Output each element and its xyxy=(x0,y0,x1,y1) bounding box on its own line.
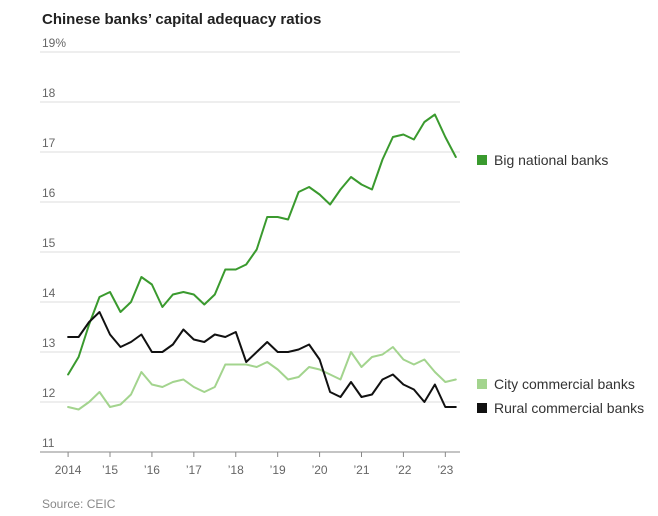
y-tick-label: 17 xyxy=(42,136,56,150)
x-tick-label: ’23 xyxy=(437,463,453,477)
y-tick-label: 18 xyxy=(42,86,56,100)
legend: Big national banks City commercial banks R… xyxy=(477,152,644,416)
x-tick-label: ’16 xyxy=(144,463,160,477)
y-tick-label: 15 xyxy=(42,236,56,250)
y-tick-label: 14 xyxy=(42,286,56,300)
series-lines xyxy=(67,113,457,411)
legend-swatch-big-national-banks xyxy=(477,155,487,165)
legend-label-big-national-banks: Big national banks xyxy=(494,152,608,168)
chart-title: Chinese banks’ capital adequacy ratios xyxy=(42,11,321,28)
series-line-city-commercial-banks xyxy=(67,346,457,411)
y-tick-label: 11 xyxy=(42,436,55,450)
x-tick-label: ’22 xyxy=(395,463,411,477)
legend-label-city-commercial-banks: City commercial banks xyxy=(494,376,635,392)
x-tick-label: ’20 xyxy=(312,463,328,477)
y-tick-label: 19% xyxy=(42,36,66,50)
x-tick-label: ’15 xyxy=(102,463,118,477)
y-tick-label: 12 xyxy=(42,386,56,400)
gridlines xyxy=(40,51,460,453)
y-axis: 19% 18 17 16 15 14 13 12 11 xyxy=(42,36,66,450)
legend-swatch-rural-commercial-banks xyxy=(477,403,487,413)
y-tick-label: 16 xyxy=(42,186,56,200)
x-tick-label: ’21 xyxy=(353,463,369,477)
source-note: Source: CEIC xyxy=(42,497,116,511)
series-line-rural-commercial-banks xyxy=(67,311,457,408)
y-tick-label: 13 xyxy=(42,336,56,350)
x-tick-label: ’17 xyxy=(186,463,202,477)
legend-label-rural-commercial-banks: Rural commercial banks xyxy=(494,400,644,416)
x-tick-label: ’18 xyxy=(228,463,244,477)
legend-swatch-city-commercial-banks xyxy=(477,379,487,389)
series-line-big-national-banks xyxy=(67,113,457,376)
x-axis: 2014 ’15 ’16 ’17 ’18 ’19 ’20 ’21 ’22 ’23 xyxy=(55,452,454,477)
x-tick-label: 2014 xyxy=(55,463,82,477)
x-tick-label: ’19 xyxy=(270,463,286,477)
